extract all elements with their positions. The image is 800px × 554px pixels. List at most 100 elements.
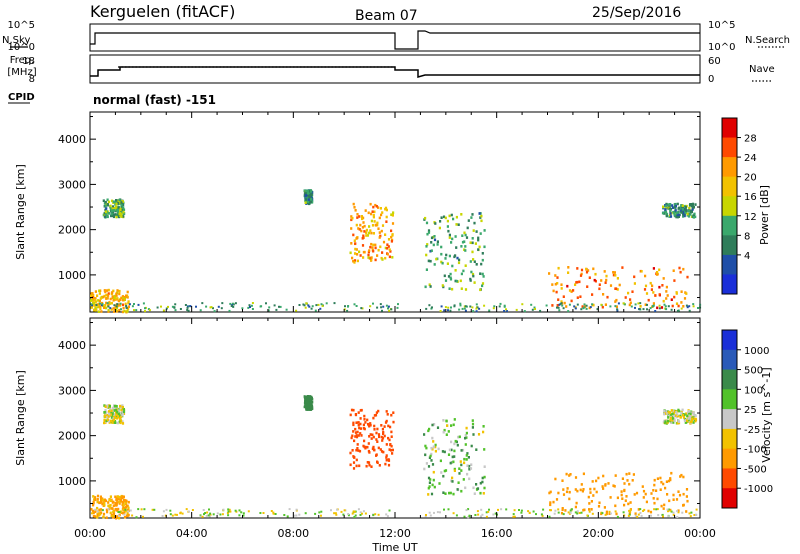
- echo-cell: [363, 414, 366, 418]
- echo-cell: [375, 438, 378, 441]
- echo-cell: [549, 490, 552, 494]
- echo-cell: [579, 274, 583, 277]
- echo-cell: [357, 449, 360, 452]
- echo-cell: [684, 207, 687, 211]
- velocity-echo-layer: [90, 395, 698, 520]
- echo-cell: [309, 200, 312, 204]
- echo-cell: [656, 508, 659, 511]
- echo-cell: [658, 304, 661, 307]
- echo-cell: [112, 213, 115, 217]
- echo-cell: [483, 229, 486, 232]
- echo-cell: [481, 480, 484, 484]
- echo-cell: [353, 510, 356, 513]
- velocity-y-axis-label: Slant Range [km]: [14, 370, 27, 466]
- echo-cell: [115, 504, 118, 507]
- echo-cell: [427, 229, 431, 232]
- echo-cell: [344, 305, 346, 308]
- echo-cell: [195, 305, 197, 308]
- echo-cell: [121, 404, 124, 407]
- echo-cell: [669, 213, 672, 217]
- echo-cell: [483, 465, 486, 468]
- echo-cell: [687, 410, 690, 413]
- echo-cell: [433, 238, 437, 242]
- echo-cell: [199, 515, 202, 518]
- colorbar-swatch: [722, 330, 737, 351]
- echo-cell: [325, 302, 328, 305]
- echo-cell: [689, 417, 692, 421]
- echo-cell: [549, 503, 552, 507]
- echo-cell: [122, 495, 125, 499]
- echo-cell: [608, 510, 611, 513]
- echo-cell: [650, 514, 652, 517]
- echo-cell: [431, 423, 434, 427]
- echo-cell: [472, 486, 475, 490]
- echo-cell: [127, 305, 130, 308]
- colorbar-tick-label: 25: [744, 405, 757, 416]
- echo-cell: [449, 272, 452, 276]
- echo-cell: [640, 514, 643, 517]
- echo-cell: [363, 439, 366, 443]
- echo-cell: [359, 511, 362, 514]
- echo-cell: [660, 480, 663, 484]
- echo-cell: [444, 257, 447, 260]
- echo-cell: [174, 513, 177, 516]
- echo-cell: [220, 307, 223, 310]
- echo-cell: [668, 207, 671, 211]
- echo-cell: [475, 483, 478, 486]
- echo-cell: [603, 506, 606, 509]
- echo-cell: [609, 305, 612, 308]
- echo-cell: [385, 304, 388, 307]
- echo-cell: [205, 305, 208, 308]
- echo-cell: [656, 497, 659, 501]
- echo-cell: [228, 309, 231, 312]
- echo-cell: [460, 272, 463, 276]
- echo-cell: [151, 508, 154, 511]
- echo-cell: [352, 259, 355, 263]
- echo-cell: [94, 515, 97, 518]
- echo-cell: [644, 274, 647, 278]
- cpid-label: CPID: [8, 92, 35, 103]
- echo-cell: [439, 310, 442, 312]
- echo-cell: [674, 214, 677, 218]
- echo-cell: [353, 239, 356, 242]
- echo-cell: [644, 284, 648, 288]
- echo-cell: [532, 510, 535, 513]
- echo-cell: [505, 308, 507, 311]
- echo-cell: [450, 448, 453, 452]
- echo-cell: [478, 307, 481, 310]
- echo-cell: [320, 303, 323, 306]
- freq-tick-bottom: 8: [29, 74, 35, 85]
- echo-cell: [449, 461, 452, 465]
- echo-cell: [667, 203, 670, 206]
- echo-cell: [112, 200, 115, 203]
- echo-cell: [307, 189, 310, 192]
- echo-cell: [387, 424, 390, 428]
- echo-cell: [113, 413, 116, 416]
- echo-cell: [370, 437, 373, 440]
- echo-cell: [441, 284, 444, 287]
- x-axis-label: Time UT: [371, 541, 417, 554]
- echo-cell: [140, 508, 143, 511]
- echo-cell: [113, 404, 117, 408]
- echo-cell: [576, 510, 579, 513]
- echo-cell: [472, 310, 475, 313]
- echo-cell: [165, 508, 168, 511]
- echo-cell: [605, 278, 608, 282]
- echo-cell: [470, 463, 473, 466]
- echo-cell: [574, 283, 577, 286]
- echo-cell: [359, 223, 362, 227]
- echo-cell: [669, 416, 672, 419]
- echo-cell: [361, 217, 364, 221]
- echo-cell: [102, 295, 105, 299]
- echo-cell: [357, 508, 360, 511]
- echo-cell: [369, 256, 372, 260]
- echo-cell: [428, 427, 431, 431]
- echo-cell: [371, 224, 375, 227]
- echo-cell: [111, 406, 115, 410]
- echo-cell: [471, 419, 474, 422]
- echo-cell: [669, 209, 672, 212]
- echo-cell: [475, 230, 478, 233]
- echo-cell: [94, 498, 97, 502]
- echo-cell: [483, 486, 486, 490]
- echo-cell: [112, 210, 115, 214]
